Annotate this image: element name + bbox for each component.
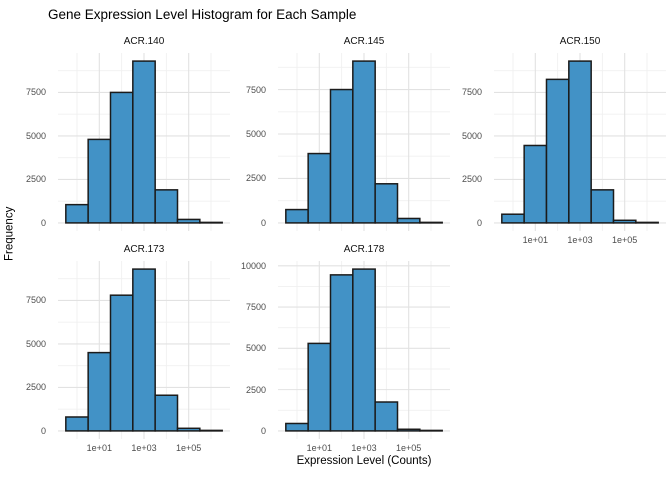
x-axis-tick-labels: 1e+01 1e+03 1e+05 (58, 441, 230, 455)
x-tick-label: 1e+01 (306, 443, 332, 453)
histogram-bar (374, 401, 399, 432)
y-tick-label: 2500 (245, 384, 266, 395)
y-tick-label: 2500 (245, 173, 266, 184)
y-tick-label: 0 (40, 217, 46, 228)
histogram-bar (154, 189, 179, 224)
x-tick-label: 1e+03 (567, 235, 593, 245)
facet-panel (278, 53, 450, 231)
histogram-bar (285, 422, 309, 432)
x-tick-label: 1e+03 (351, 443, 377, 453)
facet-acr-178: ACR.178 0 2500 5000 7500 10000 1e+01 1e+03 1e+… (233, 241, 450, 457)
y-tick-label: 7500 (245, 84, 266, 95)
x-tick-label: 1e+05 (396, 443, 422, 453)
histogram-bar (87, 138, 112, 224)
x-tick-label: 1e+05 (176, 443, 202, 453)
y-axis-tick-labels: 0 2500 5000 7500 (449, 53, 488, 231)
histogram-bar (285, 208, 309, 224)
histogram-bar (109, 294, 134, 432)
y-tick-label: 2500 (25, 382, 46, 393)
histogram-bar (419, 221, 443, 224)
facet-acr-140: ACR.140 0 2500 5000 7500 (13, 33, 230, 249)
y-axis-tick-labels: 0 2500 5000 7500 (233, 53, 272, 231)
y-tick-label: 7500 (25, 295, 46, 306)
y-tick-label: 7500 (25, 87, 46, 98)
histogram-bar (65, 203, 89, 224)
histogram-plot (58, 261, 230, 439)
y-axis-tick-labels: 0 2500 5000 7500 10000 (233, 261, 272, 439)
y-tick-label: 0 (260, 217, 266, 228)
y-tick-label: 5000 (25, 130, 46, 141)
x-axis-title: Expression Level (Counts) (296, 455, 432, 467)
histogram-bar (396, 217, 421, 224)
y-tick-label: 5000 (25, 338, 46, 349)
histogram-bar (590, 189, 615, 224)
histogram-bar (65, 416, 89, 432)
histogram-plot (58, 53, 230, 231)
histogram-bar (635, 221, 659, 224)
y-axis-tick-labels: 0 2500 5000 7500 (13, 53, 52, 231)
histogram-plot (278, 261, 450, 439)
y-tick-label: 5000 (461, 130, 482, 141)
histogram-bar (154, 394, 179, 432)
histogram-bar (199, 429, 223, 432)
facet-acr-150: ACR.150 0 2500 5000 7500 1e+01 1e+03 1e+05 (449, 33, 666, 249)
histogram-bar (396, 428, 421, 432)
y-axis-tick-labels: 0 2500 5000 7500 (13, 261, 52, 439)
facet-panel (58, 261, 230, 439)
histogram-bar (612, 219, 637, 224)
histogram-bar (307, 152, 332, 224)
y-tick-label: 10000 (240, 260, 266, 271)
x-tick-label: 1e+01 (522, 235, 548, 245)
histogram-bar (352, 268, 376, 432)
y-tick-label: 2500 (461, 174, 482, 185)
facet-panel (494, 53, 666, 231)
y-tick-label: 0 (476, 217, 482, 228)
x-tick-label: 1e+05 (612, 235, 638, 245)
histogram-plot (278, 53, 450, 231)
y-tick-label: 0 (40, 425, 46, 436)
histogram-plot (494, 53, 666, 231)
histogram-bar (87, 351, 112, 432)
y-tick-label: 0 (260, 425, 266, 436)
y-tick-label: 5000 (245, 128, 266, 139)
histogram-bar (374, 183, 399, 224)
histogram-bar (329, 88, 354, 224)
histogram-bar (568, 60, 592, 224)
histogram-bar (132, 268, 156, 432)
facet-strip-title: ACR.150 (559, 36, 601, 47)
histogram-bar (176, 218, 201, 224)
x-axis-tick-labels: 1e+01 1e+03 1e+05 (278, 441, 450, 455)
histogram-bar (523, 144, 548, 224)
facet-acr-145: ACR.145 0 2500 5000 7500 (233, 33, 450, 249)
facet-panel (58, 53, 230, 231)
y-tick-label: 7500 (461, 87, 482, 98)
facet-acr-173: ACR.173 0 2500 5000 7500 1e+01 1e+03 1e+05 (13, 241, 230, 457)
y-tick-label: 2500 (25, 174, 46, 185)
facet-strip-title: ACR.173 (123, 244, 165, 255)
facet-panel (278, 261, 450, 439)
x-tick-label: 1e+01 (86, 443, 112, 453)
histogram-bar (352, 60, 376, 224)
x-axis-tick-labels: 1e+01 1e+03 1e+05 (494, 233, 666, 247)
histogram-bar (109, 91, 134, 224)
y-tick-label: 7500 (245, 302, 266, 313)
histogram-bar (176, 427, 201, 432)
histogram-bar (329, 274, 354, 432)
x-tick-label: 1e+03 (131, 443, 157, 453)
facet-strip-title: ACR.178 (343, 244, 385, 255)
histogram-bar (307, 342, 332, 432)
histogram-bar (132, 60, 156, 224)
histogram-bar (501, 213, 525, 224)
facet-strip-title: ACR.140 (123, 36, 165, 47)
facet-strip-title: ACR.145 (343, 36, 385, 47)
y-tick-label: 5000 (245, 343, 266, 354)
histogram-bar (545, 78, 570, 224)
histogram-bar (199, 221, 223, 224)
plot-title: Gene Expression Level Histogram for Each… (48, 7, 357, 22)
